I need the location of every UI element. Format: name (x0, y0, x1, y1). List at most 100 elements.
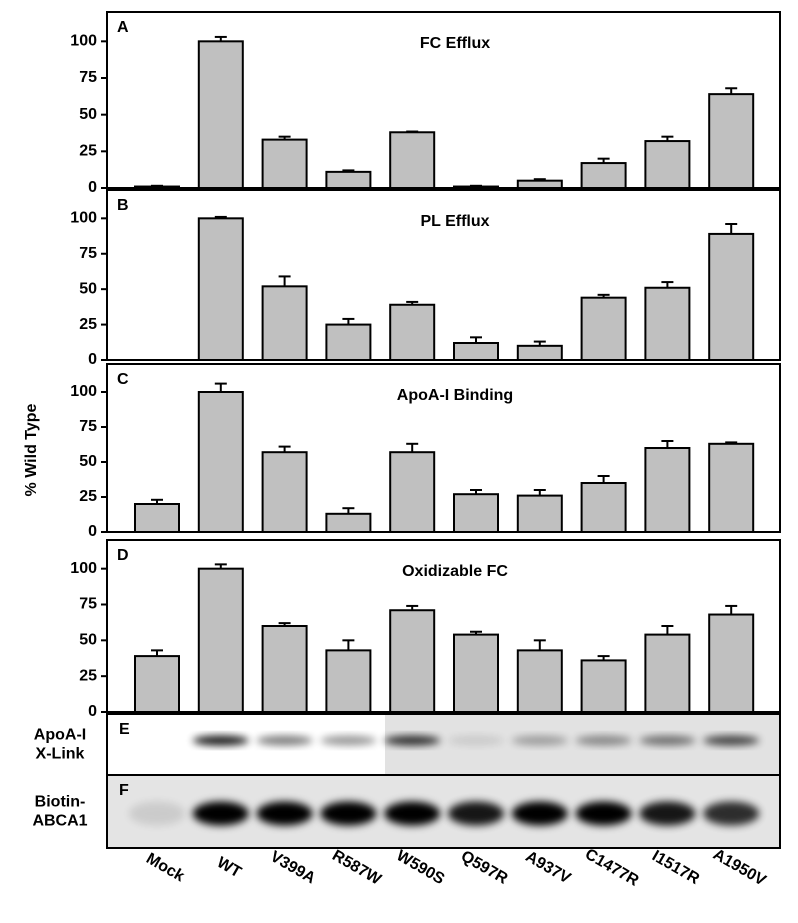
x-tick-label: I1517R (649, 847, 703, 888)
x-tick-label: V399A (267, 848, 318, 887)
x-tick-label: Mock (143, 850, 187, 885)
bar (263, 626, 307, 712)
y-tick-label: 100 (70, 383, 97, 400)
bar (518, 496, 562, 532)
bar (390, 132, 434, 188)
blot-band (448, 736, 504, 746)
y-tick-label: 50 (79, 280, 97, 297)
blot-band (639, 736, 695, 746)
bar (326, 325, 370, 360)
figure: % Wild Type A FC Efflux 0 25 50 75 100 B PL Effl… (0, 0, 798, 918)
blot-band (320, 802, 376, 826)
blot-band (639, 802, 695, 826)
bar (199, 41, 243, 188)
bar (582, 163, 626, 188)
blot-band (448, 802, 504, 826)
x-tick-label: R587W (329, 847, 384, 889)
blot-band (384, 736, 440, 746)
y-tick-label: 0 (88, 179, 97, 196)
blot-band (193, 736, 249, 746)
bar (454, 635, 498, 712)
bar (582, 298, 626, 360)
bar (709, 615, 753, 712)
bar (709, 234, 753, 360)
y-tick-label: 25 (79, 667, 97, 684)
y-tick-label: 75 (79, 69, 97, 86)
bar (518, 181, 562, 188)
y-tick-label: 0 (88, 703, 97, 720)
bar (390, 610, 434, 712)
bar (709, 444, 753, 532)
blot-band (384, 802, 440, 826)
blot-band (193, 802, 249, 826)
bar (263, 286, 307, 360)
y-tick-label: 25 (79, 316, 97, 333)
panel-letter: F (119, 782, 129, 799)
blot-band (576, 736, 632, 746)
y-tick-label: 50 (79, 632, 97, 649)
blot-label: ABCA1 (32, 813, 87, 830)
bar (390, 452, 434, 532)
bar (199, 569, 243, 712)
bar (518, 650, 562, 712)
bar (709, 94, 753, 188)
blot-band (576, 802, 632, 826)
bar (645, 448, 689, 532)
panel-title: FC Efflux (420, 35, 490, 52)
blot-label: Biotin- (35, 794, 86, 811)
bar (454, 494, 498, 532)
bar (263, 140, 307, 188)
panel-letter: B (117, 197, 129, 214)
y-tick-label: 75 (79, 245, 97, 262)
panel-title: Oxidizable FC (402, 563, 508, 580)
x-tick-label: A1950V (710, 846, 769, 890)
y-tick-label: 25 (79, 488, 97, 505)
panel-title: ApoA-I Binding (397, 387, 513, 404)
bar (582, 483, 626, 532)
blot-band (320, 736, 376, 746)
bar (518, 346, 562, 360)
x-tick-label: W590S (393, 847, 447, 888)
bar (135, 504, 179, 532)
bar (199, 218, 243, 360)
bar (645, 141, 689, 188)
bar (582, 660, 626, 712)
bar (199, 392, 243, 532)
bar (263, 452, 307, 532)
bar (454, 187, 498, 188)
x-tick-label: C1477R (582, 846, 642, 890)
panel-letter: E (119, 721, 130, 738)
blot-band (129, 802, 185, 826)
bar (390, 305, 434, 360)
y-tick-label: 75 (79, 596, 97, 613)
bar (645, 635, 689, 712)
bar (326, 172, 370, 188)
y-axis-label: % Wild Type (23, 403, 40, 496)
panel-letter: C (117, 371, 129, 388)
panel-title: PL Efflux (420, 213, 489, 230)
bar (645, 288, 689, 360)
bar (326, 650, 370, 712)
y-tick-label: 0 (88, 351, 97, 368)
blot-band (512, 802, 568, 826)
panel-letter: D (117, 547, 129, 564)
x-tick-label: Q597R (458, 848, 511, 888)
y-tick-label: 100 (70, 210, 97, 227)
blot-band (257, 736, 313, 746)
panel-letter: A (117, 19, 129, 36)
blot-label: ApoA-I (34, 727, 86, 744)
blot-band (257, 802, 313, 826)
y-tick-label: 100 (70, 33, 97, 50)
bar (135, 187, 179, 188)
y-tick-label: 75 (79, 418, 97, 435)
y-tick-label: 50 (79, 106, 97, 123)
bar (135, 656, 179, 712)
y-tick-label: 50 (79, 453, 97, 470)
bar (454, 343, 498, 360)
blot-band (512, 736, 568, 746)
blot-band (703, 736, 759, 746)
bar (326, 514, 370, 532)
blot-band (703, 802, 759, 826)
blot-label: X-Link (36, 746, 85, 763)
x-tick-label: A937V (522, 848, 573, 887)
